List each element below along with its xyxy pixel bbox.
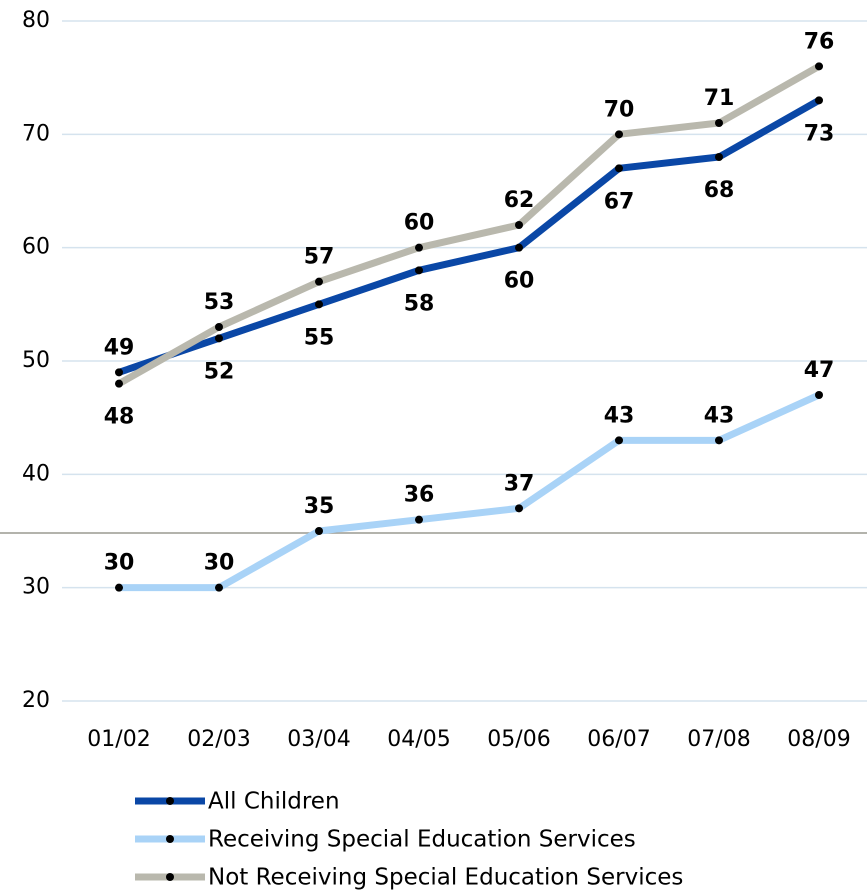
marker [715,153,723,161]
series-line [119,391,821,592]
y-tick-label: 20 [22,688,50,713]
marker [615,164,623,173]
data-label: 36 [404,483,435,508]
data-label: 37 [504,471,535,496]
marker [815,96,823,105]
y-tick-label: 70 [22,121,50,146]
data-label: 68 [704,178,735,203]
y-tick-label: 30 [22,575,50,600]
x-tick-label: 02/03 [187,727,250,752]
marker [215,323,223,331]
legend-marker [166,873,174,881]
x-tick-label: 04/05 [387,727,450,752]
marker [515,504,523,513]
data-label: 73 [804,121,835,146]
marker [815,391,823,399]
marker [715,436,723,445]
x-tick-label: 06/07 [587,727,650,752]
data-label: 62 [504,188,535,213]
y-tick-label: 60 [22,235,50,260]
marker [615,130,623,139]
marker [715,119,723,127]
marker [315,277,323,286]
data-label: 60 [504,269,535,294]
marker [115,379,123,388]
marker [215,583,223,592]
data-label: 30 [204,551,235,576]
data-label: 76 [804,29,835,54]
series-line [117,63,821,387]
marker [115,583,123,592]
x-tick-label: 08/09 [787,727,850,752]
x-tick-label: 05/06 [487,727,550,752]
data-label: 47 [804,358,835,383]
x-tick-label: 03/04 [287,727,350,752]
y-tick-label: 50 [22,348,50,373]
marker [615,436,623,445]
data-label: 60 [404,211,435,236]
data-label: 52 [204,359,235,384]
data-label: 70 [604,97,635,122]
data-label: 67 [604,189,635,214]
y-tick-label: 80 [22,8,50,33]
series-line [117,97,821,376]
x-tick-label: 01/02 [87,727,150,752]
marker [515,221,523,229]
data-label: 35 [304,494,335,519]
data-label: 71 [704,86,735,111]
data-label: 49 [104,335,135,360]
data-label: 43 [604,403,635,428]
legend-marker [166,797,174,805]
data-label: 48 [104,405,135,430]
marker [415,515,423,524]
legend-label: Receiving Special Education Services [208,827,636,853]
marker [415,243,423,252]
y-tick-label: 40 [22,461,50,486]
data-label: 57 [304,245,335,270]
marker [215,334,223,343]
marker [515,243,523,252]
legend-label: Not Receiving Special Education Services [208,865,683,891]
marker [815,62,823,71]
data-label: 30 [104,551,135,576]
marker [415,266,423,275]
marker [315,527,323,535]
data-label: 58 [404,291,435,316]
legend-marker [166,835,174,843]
marker [115,368,123,377]
data-label: 55 [304,325,335,350]
legend-label: All Children [208,789,340,815]
x-tick-label: 07/08 [687,727,750,752]
marker [315,300,323,309]
data-label: 53 [204,290,235,315]
data-label: 43 [704,403,735,428]
